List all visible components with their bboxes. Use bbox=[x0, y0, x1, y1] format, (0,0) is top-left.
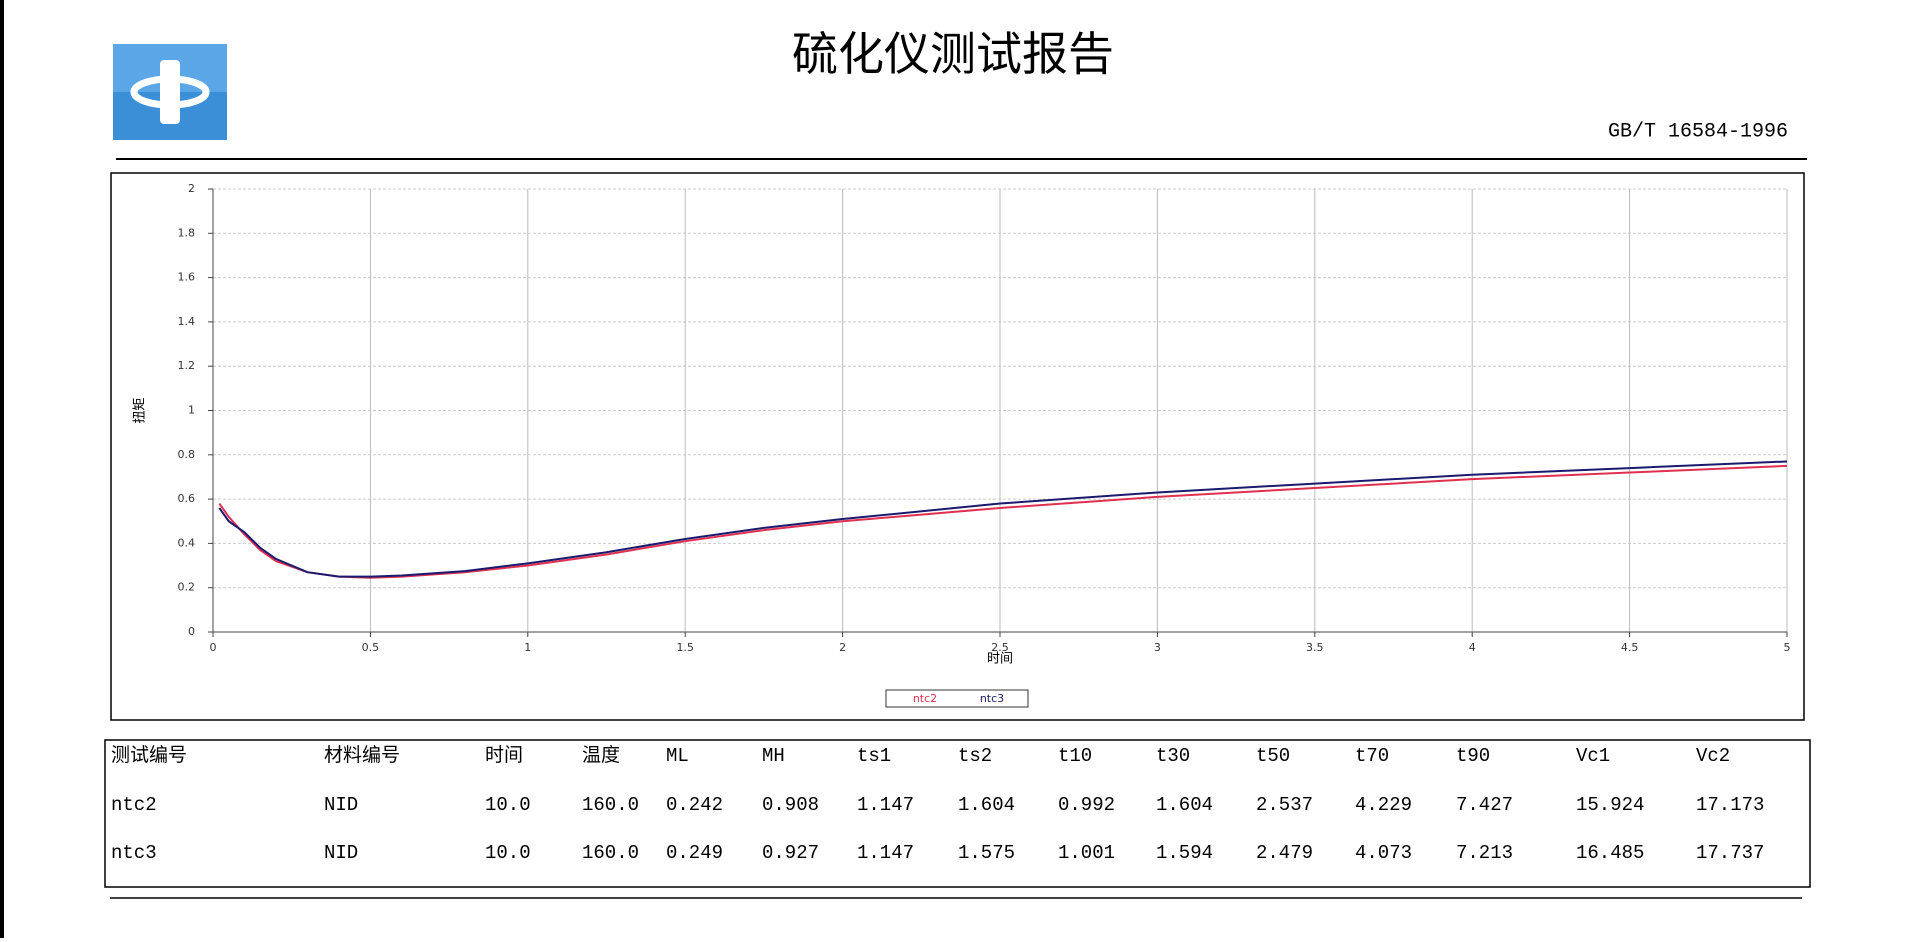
logo bbox=[113, 44, 227, 140]
legend-box bbox=[885, 689, 1029, 708]
table-cell: ntc3 bbox=[111, 842, 157, 864]
title: 硫化仪测试报告 bbox=[792, 27, 1114, 81]
table-header: 测试编号 bbox=[111, 744, 187, 767]
table-cell: 7.213 bbox=[1456, 842, 1513, 864]
table-cell: 10.0 bbox=[485, 842, 531, 864]
data-line bbox=[218, 460, 1788, 578]
table-cell: 1.147 bbox=[857, 794, 914, 816]
table-header: t50 bbox=[1256, 745, 1290, 767]
table-cell: 0.927 bbox=[762, 842, 819, 864]
chart-frame bbox=[110, 172, 1805, 721]
y-tick-label: 0.8 bbox=[178, 448, 196, 461]
data-line bbox=[218, 464, 1788, 579]
table-cell: 7.427 bbox=[1456, 794, 1513, 816]
table-header: 温度 bbox=[582, 744, 620, 767]
x-tick-label: 3.5 bbox=[1306, 641, 1324, 654]
table-cell: 1.604 bbox=[958, 794, 1015, 816]
table-cell: 17.737 bbox=[1696, 842, 1764, 864]
table-cell: 2.537 bbox=[1256, 794, 1313, 816]
table-cell: 4.229 bbox=[1355, 794, 1412, 816]
table-cell: 1.575 bbox=[958, 842, 1015, 864]
x-axis-label: 时间 bbox=[987, 652, 1013, 667]
table-cell: 160.0 bbox=[582, 794, 639, 816]
table-cell: 1.147 bbox=[857, 842, 914, 864]
table-header: ts2 bbox=[958, 745, 992, 767]
x-tick-label: 4 bbox=[1469, 641, 1476, 654]
table-header: t70 bbox=[1355, 745, 1389, 767]
y-tick-label: 1 bbox=[188, 404, 195, 417]
x-tick-label: 2 bbox=[839, 641, 846, 654]
table-header: ML bbox=[666, 745, 689, 767]
table-frame bbox=[104, 739, 1811, 888]
table-cell: 160.0 bbox=[582, 842, 639, 864]
table-cell: NID bbox=[324, 842, 358, 864]
y-tick-label: 0.4 bbox=[178, 536, 196, 549]
table-header: ts1 bbox=[857, 745, 891, 767]
legend-entry: ntc3 bbox=[980, 692, 1004, 705]
table-header: MH bbox=[762, 745, 785, 767]
table-cell: ntc2 bbox=[111, 794, 157, 816]
y-tick-label: 1.2 bbox=[178, 359, 196, 372]
table-cell: 0.992 bbox=[1058, 794, 1115, 816]
standard: GB/T 16584-1996 bbox=[1608, 120, 1788, 143]
y-tick-label: 2 bbox=[188, 182, 195, 195]
y-tick-label: 1.8 bbox=[178, 226, 196, 239]
table-cell: 1.604 bbox=[1156, 794, 1213, 816]
y-axis-label: 扭矩 bbox=[133, 397, 148, 423]
x-tick-label: 3 bbox=[1154, 641, 1161, 654]
y-tick-label: 0 bbox=[188, 625, 195, 638]
y-tick-label: 1.4 bbox=[178, 315, 196, 328]
table-cell: 1.001 bbox=[1058, 842, 1115, 864]
table-header: t30 bbox=[1156, 745, 1190, 767]
table-cell: 10.0 bbox=[485, 794, 531, 816]
table-cell: NID bbox=[324, 794, 358, 816]
x-tick-label: 5 bbox=[1784, 641, 1791, 654]
x-tick-label: 1.5 bbox=[676, 641, 694, 654]
table-header: 材料编号 bbox=[324, 744, 400, 767]
x-tick-label: 1 bbox=[524, 641, 531, 654]
table-cell: 0.249 bbox=[666, 842, 723, 864]
table-cell: 0.242 bbox=[666, 794, 723, 816]
table-cell: 4.073 bbox=[1355, 842, 1412, 864]
table-cell: 0.908 bbox=[762, 794, 819, 816]
table-header: 时间 bbox=[485, 744, 523, 767]
y-tick-label: 0.6 bbox=[178, 492, 196, 505]
x-tick-label: 0.5 bbox=[362, 641, 380, 654]
y-tick-label: 1.6 bbox=[178, 271, 196, 284]
table-cell: 16.485 bbox=[1576, 842, 1644, 864]
y-tick-label: 0.2 bbox=[178, 581, 196, 594]
table-cell: 2.479 bbox=[1256, 842, 1313, 864]
table-cell: 15.924 bbox=[1576, 794, 1644, 816]
table-cell: 1.594 bbox=[1156, 842, 1213, 864]
table-header: Vc2 bbox=[1696, 745, 1730, 767]
table-header: t90 bbox=[1456, 745, 1490, 767]
x-tick-label: 0 bbox=[210, 641, 217, 654]
legend-entry: ntc2 bbox=[913, 692, 937, 705]
table-cell: 17.173 bbox=[1696, 794, 1764, 816]
x-tick-label: 2.5 bbox=[991, 641, 1009, 654]
table-header: Vc1 bbox=[1576, 745, 1610, 767]
x-tick-label: 4.5 bbox=[1621, 641, 1639, 654]
table-header: t10 bbox=[1058, 745, 1092, 767]
